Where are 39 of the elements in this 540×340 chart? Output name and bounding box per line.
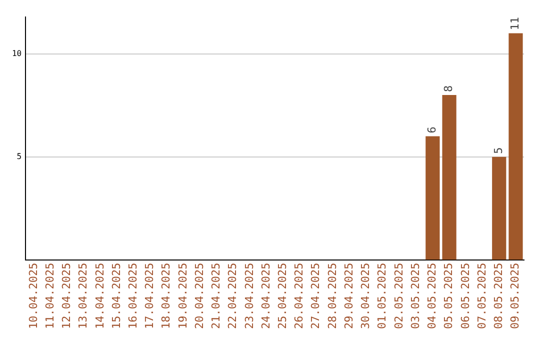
data-label: 5: [492, 147, 505, 154]
x-tick-label: 24.04.2025: [259, 262, 272, 330]
y-tick-label: 10: [12, 48, 22, 58]
x-tick-label: 10.04.2025: [26, 262, 40, 330]
x-tick-label: 22.04.2025: [226, 262, 240, 330]
x-tick-label: 04.05.2025: [426, 262, 439, 330]
x-tick-label: 25.04.2025: [276, 262, 290, 330]
x-tick-label: 17.04.2025: [143, 262, 156, 330]
x-tick-label: 14.04.2025: [93, 262, 106, 330]
bar: [442, 95, 456, 260]
x-tick-label: 18.04.2025: [160, 262, 173, 330]
data-label: 11: [508, 17, 522, 30]
x-tick-label: 05.05.2025: [442, 262, 456, 330]
x-tick-label: 02.05.2025: [392, 262, 406, 330]
x-tick-label: 16.04.2025: [126, 262, 140, 330]
x-tick-label: 01.05.2025: [376, 262, 389, 330]
x-tick-label: 20.04.2025: [192, 262, 206, 330]
x-tick-label: 29.04.2025: [342, 262, 356, 330]
x-tick-label: 30.04.2025: [359, 262, 372, 330]
x-tick-label: 19.04.2025: [176, 262, 190, 330]
x-tick-label: 12.04.2025: [60, 262, 74, 330]
x-tick-label: 13.04.2025: [76, 262, 90, 330]
x-tick-label: 07.05.2025: [475, 262, 488, 330]
x-tick-label: 08.05.2025: [492, 262, 505, 330]
bar: [492, 156, 506, 260]
x-tick-label: 28.04.2025: [326, 262, 339, 330]
x-tick-label: 21.04.2025: [210, 262, 223, 330]
bar: [508, 33, 523, 260]
x-tick-label: 03.05.2025: [408, 262, 422, 330]
x-tick-label: 11.04.2025: [43, 262, 56, 330]
x-tick-label: 23.04.2025: [242, 262, 256, 330]
x-tick-label: 26.04.2025: [292, 262, 306, 330]
x-tick-label: 15.04.2025: [110, 262, 123, 330]
x-tick-label: 09.05.2025: [508, 262, 522, 330]
data-label: 6: [426, 126, 439, 134]
data-label: 8: [442, 85, 456, 92]
bar: [426, 136, 440, 260]
x-tick-label: 06.05.2025: [458, 262, 472, 330]
x-tick-label: 27.04.2025: [309, 262, 322, 330]
